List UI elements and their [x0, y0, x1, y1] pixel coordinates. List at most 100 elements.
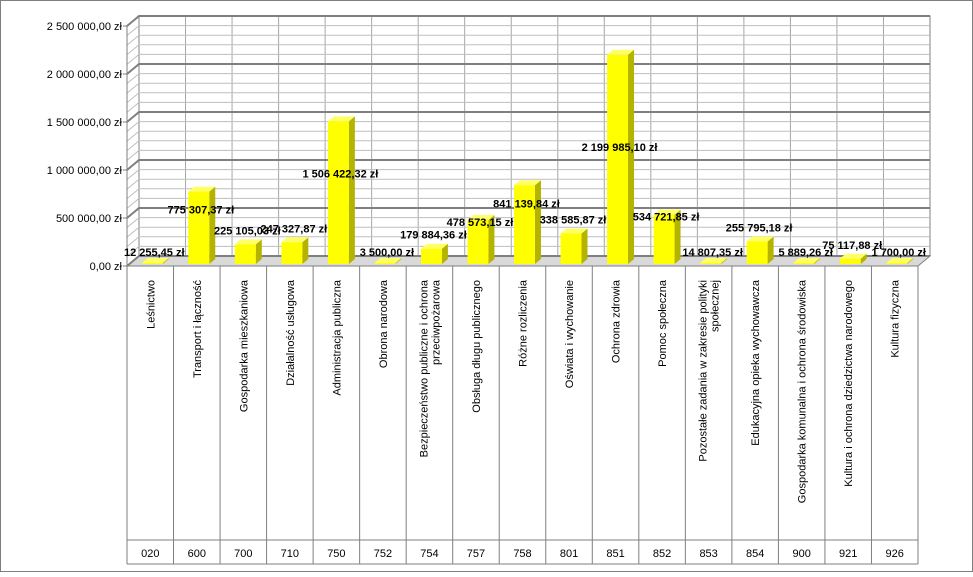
major-gridline	[126, 111, 930, 123]
category-code: 758	[513, 548, 531, 560]
category-label-line: Edukacyjna opieka wychowawcza	[750, 279, 762, 446]
category-code: 851	[606, 548, 624, 560]
bar-front	[607, 54, 629, 265]
y-tick-label: 2 500 000,00 zł	[47, 21, 123, 33]
category-label: Edukacyjna opieka wychowawcza	[750, 279, 762, 446]
bar-side	[860, 253, 867, 264]
bar-front	[886, 263, 908, 264]
data-label: 1 700,00 zł	[872, 247, 926, 259]
bar-front	[793, 263, 815, 264]
data-label: 225 105,03 zł	[214, 225, 281, 237]
category-label-line: Leśnictwo	[145, 280, 157, 329]
bar-top	[746, 236, 774, 242]
minor-gridline	[126, 34, 930, 46]
category-label-line: Kultura fizyczna	[890, 279, 902, 358]
bar	[327, 116, 355, 265]
category-label-line: Gospodarka mieszkaniowa	[238, 279, 250, 412]
bar-side	[162, 258, 169, 264]
category-label: Gospodarka komunalna i ochrona środowisk…	[797, 279, 809, 503]
bar	[607, 49, 635, 265]
y-tick-label: 500 000,00 zł	[56, 213, 123, 225]
bar-front	[467, 220, 489, 264]
bar-front	[327, 121, 349, 265]
y-tick-label: 0,00 zł	[90, 261, 123, 273]
bar	[374, 258, 402, 264]
category-label-line: Ochrona zdrowia	[611, 279, 623, 363]
category-code: 750	[327, 548, 345, 560]
data-label: 14 807,35 zł	[682, 247, 743, 259]
bar-top	[234, 239, 262, 245]
bar	[886, 258, 914, 264]
minor-gridline	[126, 25, 930, 36]
category-label-line: społecznej	[710, 280, 722, 332]
category-label: Różne rozliczenia	[518, 279, 530, 367]
major-gridline	[126, 15, 930, 27]
bar-top	[607, 49, 635, 55]
bar-top	[467, 215, 495, 221]
bar	[793, 258, 821, 264]
category-label-line: Obsługa długu publicznego	[471, 280, 483, 413]
minor-gridline	[126, 44, 930, 56]
bar	[653, 209, 681, 264]
minor-gridline	[126, 121, 930, 132]
category-label: Administracja publiczna	[331, 279, 343, 395]
major-gridline	[126, 63, 930, 75]
data-label: 179 884,36 zł	[400, 230, 467, 242]
bar-top	[141, 258, 169, 263]
category-label-line: Pozostałe zadania w zakresie polityki	[698, 280, 710, 462]
data-label: 12 255,45 zł	[124, 247, 185, 259]
bar-front	[514, 185, 535, 264]
bar	[514, 180, 541, 264]
category-label: Pomoc społeczna	[657, 279, 669, 367]
bar-top	[374, 258, 402, 263]
bar-side	[209, 186, 216, 264]
category-label: Pozostałe zadania w zakresie politykispo…	[698, 280, 722, 462]
minor-gridline	[126, 178, 930, 190]
category-code: 801	[560, 548, 578, 560]
data-label: 1 506 422,32 zł	[302, 168, 378, 180]
category-label-line: Administracja publiczna	[331, 279, 343, 395]
category-label-line: Transport i łączność	[192, 280, 204, 379]
category-label-line: Oświata i wychowanie	[564, 280, 576, 388]
bar-side	[255, 239, 262, 264]
bar-top	[839, 253, 867, 259]
category-label: Oświata i wychowanie	[564, 280, 576, 388]
bar-front	[234, 244, 256, 264]
bar-top	[886, 258, 914, 263]
minor-gridline	[126, 149, 930, 161]
bar-front	[560, 233, 582, 264]
bar-top	[653, 209, 681, 215]
minor-gridline	[126, 101, 930, 113]
major-gridline	[126, 207, 930, 219]
bar-side	[628, 49, 635, 265]
category-label-line: Pomoc społeczna	[657, 279, 669, 367]
category-label: Działalność usługowa	[285, 279, 297, 386]
category-code: 754	[420, 548, 438, 560]
category-code: 854	[746, 548, 764, 560]
y-tick-label: 2 000 000,00 zł	[47, 69, 123, 81]
data-label: 338 585,87 zł	[540, 214, 607, 226]
bar	[700, 258, 728, 264]
y-tick-label: 1 500 000,00 zł	[47, 117, 123, 129]
y-tick-label: 1 000 000,00 zł	[47, 165, 123, 177]
minor-gridline	[126, 82, 930, 94]
category-label: Ochrona zdrowia	[611, 279, 623, 363]
minor-gridline	[126, 130, 930, 142]
bar-front	[141, 263, 163, 264]
category-table: Leśnictwo 020 Transport i łączność 600 Gospo…	[126, 265, 919, 565]
gridlines	[126, 15, 930, 267]
data-label: 2 199 985,10 zł	[582, 142, 658, 154]
category-label: Transport i łączność	[192, 280, 204, 379]
bar-side	[721, 258, 728, 264]
bar-front	[188, 191, 210, 264]
category-code: 852	[653, 548, 671, 560]
category-label-line: Bezpieczeństwo publiczne i ochrona	[418, 279, 430, 457]
category-label-line: Działalność usługowa	[285, 279, 297, 386]
bar-front	[281, 242, 303, 264]
bar-side	[441, 243, 448, 264]
minor-gridline	[126, 92, 930, 104]
minor-gridline	[126, 73, 930, 84]
data-label: 255 795,18 zł	[726, 222, 793, 234]
minor-gridline	[126, 140, 930, 152]
